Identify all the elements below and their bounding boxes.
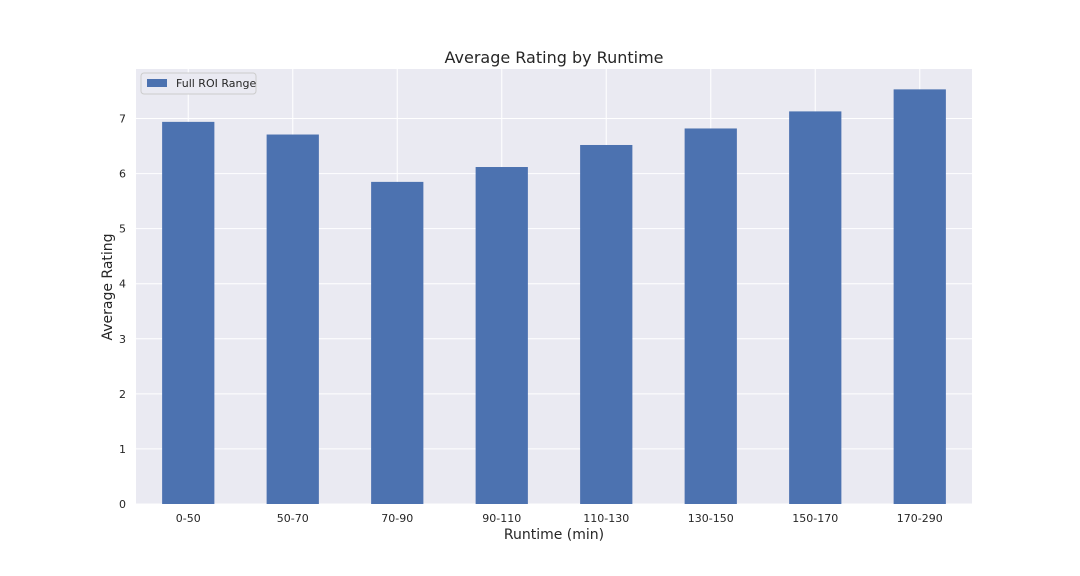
bar-70-90 [371, 181, 424, 504]
x-tick-label: 90-110 [482, 512, 521, 525]
y-tick-label: 6 [119, 168, 126, 181]
x-tick-labels: 0-50 50-70 70-90 90-110 110-130 130-150 150-17… [176, 512, 943, 525]
bar-50-70 [266, 134, 319, 504]
y-tick-labels: 0 1 2 3 4 5 6 7 [119, 113, 126, 511]
x-tick-label: 70-90 [381, 512, 413, 525]
y-tick-label: 5 [119, 223, 126, 236]
legend-label: Full ROI Range [176, 77, 256, 90]
x-tick-label: 110-130 [583, 512, 629, 525]
bar-110-130 [580, 144, 633, 504]
chart-title: Average Rating by Runtime [445, 48, 664, 67]
y-tick-label: 4 [119, 278, 126, 291]
bar-150-170 [789, 111, 842, 504]
bar-130-150 [684, 128, 737, 504]
y-axis-label: Average Rating [100, 233, 116, 340]
x-tick-label: 130-150 [688, 512, 734, 525]
legend-swatch [147, 79, 167, 87]
y-tick-label: 3 [119, 333, 126, 346]
bar-90-110 [475, 167, 528, 504]
x-tick-label: 150-170 [792, 512, 838, 525]
x-tick-label: 170-290 [897, 512, 943, 525]
y-tick-label: 0 [119, 498, 126, 511]
bar-0-50 [162, 121, 215, 505]
plot-area [136, 69, 972, 504]
legend-box [140, 72, 257, 95]
x-tick-label: 50-70 [277, 512, 309, 525]
x-tick-label: 0-50 [176, 512, 201, 525]
y-tick-label: 1 [119, 443, 126, 456]
y-tick-label: 7 [119, 113, 126, 126]
bars [162, 89, 946, 505]
y-tick-label: 2 [119, 388, 126, 401]
bar-170-290 [893, 89, 946, 505]
x-axis-label: Runtime (min) [504, 527, 604, 543]
legend: Full ROI Range [140, 72, 257, 95]
